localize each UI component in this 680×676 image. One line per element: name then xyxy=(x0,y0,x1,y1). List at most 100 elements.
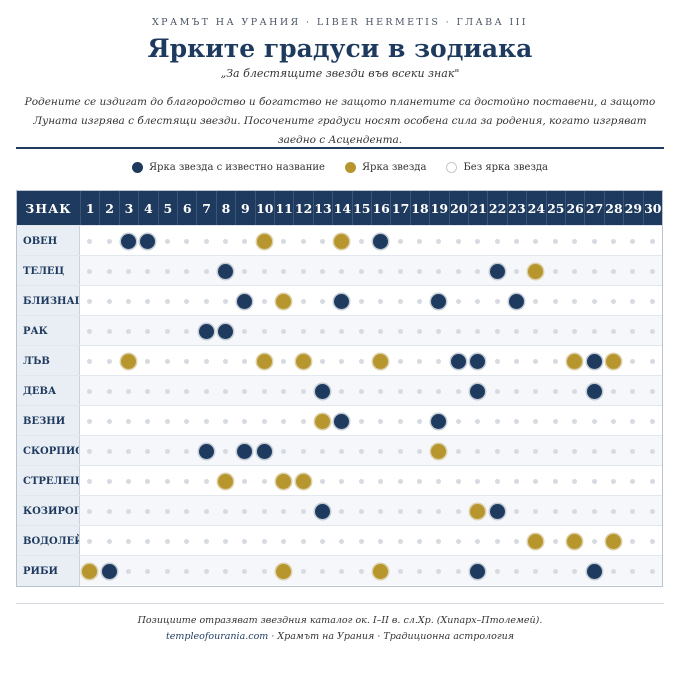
degree-cell xyxy=(216,286,235,316)
empty-dot-icon xyxy=(446,162,458,173)
degree-cell xyxy=(274,316,293,346)
empty-dot xyxy=(455,508,461,514)
degree-cell xyxy=(584,286,603,316)
degree-cell xyxy=(99,406,118,436)
degree-cell xyxy=(623,436,642,466)
legend-item-none: Без ярка звезда xyxy=(446,162,548,173)
empty-dot xyxy=(145,328,151,334)
footer-credits-text: · Храмът на Урания · Традиционна астроло… xyxy=(268,631,515,642)
empty-dot xyxy=(203,268,209,274)
empty-dot xyxy=(610,508,616,514)
named-star-dot xyxy=(489,263,505,279)
degree-cell xyxy=(526,286,545,316)
degree-cell xyxy=(138,526,157,556)
sign-label: СТРЕЛЕЦ xyxy=(17,466,80,496)
empty-dot xyxy=(339,388,345,394)
degree-cell xyxy=(255,406,274,436)
degree-header: 1 xyxy=(80,191,99,225)
degree-cell xyxy=(313,286,332,316)
degree-header: 17 xyxy=(390,191,409,225)
degree-cell xyxy=(235,556,254,586)
degree-cell xyxy=(274,526,293,556)
degree-header: 13 xyxy=(312,191,332,225)
degree-cell xyxy=(643,316,662,346)
degree-cell xyxy=(235,316,254,346)
empty-dot xyxy=(106,478,112,484)
degree-cell xyxy=(216,226,235,256)
degree-cell xyxy=(177,286,196,316)
degree-cell xyxy=(546,316,565,346)
degree-cell xyxy=(293,496,312,526)
empty-dot xyxy=(125,418,131,424)
degree-cell xyxy=(565,226,584,256)
degree-cell xyxy=(255,526,274,556)
degree-cell xyxy=(584,256,603,286)
degree-cell xyxy=(468,436,487,466)
degree-cell xyxy=(138,556,157,586)
empty-dot xyxy=(358,328,364,334)
degree-cell xyxy=(487,376,506,406)
degree-cell xyxy=(255,556,274,586)
empty-dot xyxy=(591,538,597,544)
bright-star-dot xyxy=(373,563,389,579)
degree-cell xyxy=(546,256,565,286)
empty-dot xyxy=(397,538,403,544)
degree-cell xyxy=(99,286,118,316)
empty-dot xyxy=(591,418,597,424)
empty-dot xyxy=(300,448,306,454)
named-star-dot xyxy=(586,353,602,369)
degree-cell xyxy=(196,226,215,256)
named-star-dot xyxy=(217,323,233,339)
empty-dot xyxy=(281,268,287,274)
degree-cell xyxy=(604,406,623,436)
empty-dot xyxy=(533,418,539,424)
degree-cell xyxy=(449,406,468,436)
degree-cell xyxy=(332,436,351,466)
empty-dot xyxy=(552,298,558,304)
empty-dot xyxy=(416,538,422,544)
degree-cell xyxy=(99,496,118,526)
empty-dot xyxy=(222,358,228,364)
degree-cell xyxy=(584,466,603,496)
degree-cell xyxy=(80,226,99,256)
degree-cell xyxy=(604,556,623,586)
empty-dot xyxy=(649,298,655,304)
empty-dot xyxy=(610,478,616,484)
empty-dot xyxy=(106,268,112,274)
empty-dot xyxy=(300,238,306,244)
sign-label: ВЕЗНИ xyxy=(17,406,80,436)
degree-cell xyxy=(410,316,429,346)
empty-dot xyxy=(455,328,461,334)
empty-dot xyxy=(106,388,112,394)
empty-dot xyxy=(455,268,461,274)
degree-cell xyxy=(643,346,662,376)
table-row: ОВЕН xyxy=(17,225,662,256)
degree-cell xyxy=(468,556,487,586)
empty-dot xyxy=(610,298,616,304)
degree-cell xyxy=(313,226,332,256)
bright-star-dot xyxy=(276,473,292,489)
degree-cell xyxy=(293,226,312,256)
empty-dot xyxy=(358,538,364,544)
degree-cell xyxy=(449,346,468,376)
empty-dot xyxy=(513,268,519,274)
degree-cell xyxy=(429,556,448,586)
degree-cell xyxy=(99,376,118,406)
empty-dot xyxy=(513,418,519,424)
empty-dot xyxy=(242,418,248,424)
empty-dot xyxy=(145,568,151,574)
bright-star-dot xyxy=(217,473,233,489)
footer-site-link[interactable]: templeofourania.com xyxy=(165,631,269,642)
empty-dot xyxy=(261,298,267,304)
empty-dot xyxy=(513,388,519,394)
table-row: ЛЪВ xyxy=(17,345,662,376)
empty-dot xyxy=(261,328,267,334)
empty-dot xyxy=(572,238,578,244)
bright-star-dot xyxy=(295,353,311,369)
empty-dot xyxy=(416,388,422,394)
degree-cell xyxy=(293,256,312,286)
empty-dot xyxy=(475,448,481,454)
degree-cell xyxy=(158,526,177,556)
empty-dot xyxy=(591,508,597,514)
named-star-dot xyxy=(237,293,253,309)
